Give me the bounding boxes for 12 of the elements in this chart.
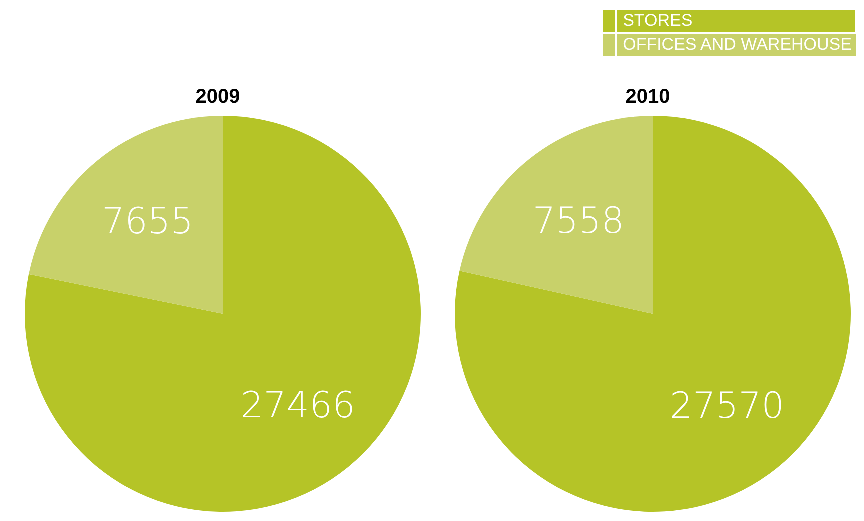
text: 2010 [624,86,672,109]
data-label: 27570 [670,386,785,428]
legend-label: STORES [617,10,856,32]
pie-slice [455,116,851,512]
pie-slice [25,116,421,512]
pie-slice [29,116,223,314]
data-label: 7655 [102,201,194,242]
chart-title: 2009 [194,86,242,109]
data-label: 7558 [532,200,624,242]
legend-label: OFFICES AND WAREHOUSE [617,34,858,56]
data-label: 27466 [240,386,356,427]
pie-slice [460,116,653,314]
